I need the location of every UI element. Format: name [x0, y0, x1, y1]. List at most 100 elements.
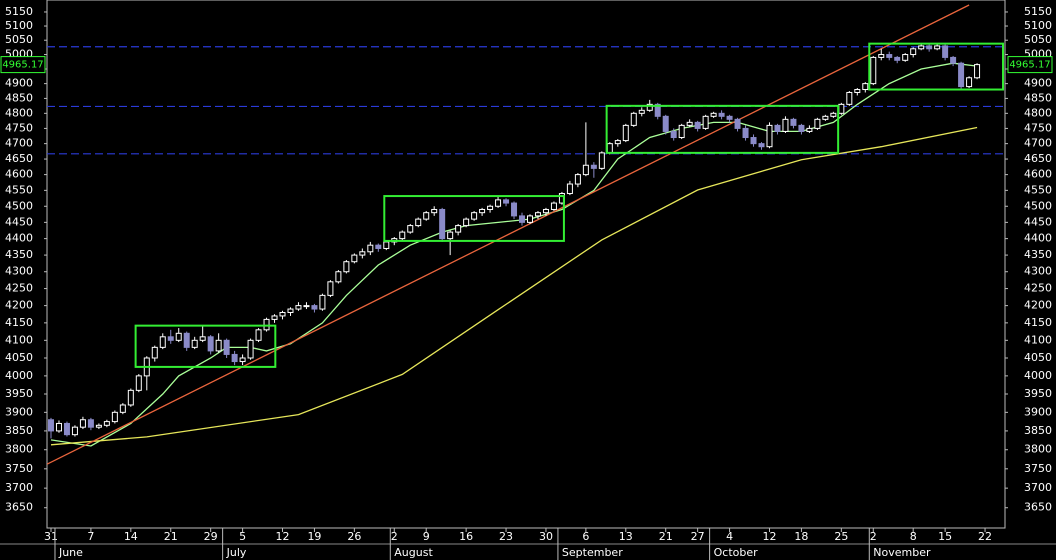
candle-body: [287, 308, 294, 313]
x-tick-label: 25: [834, 530, 848, 543]
y-tick-label: 4350: [1024, 248, 1052, 261]
y-tick-label: 4450: [1024, 215, 1052, 228]
x-tick-label: 19: [307, 530, 321, 543]
candle-body: [479, 208, 486, 214]
candle-body: [566, 183, 573, 195]
indicator-line: [50, 62, 978, 447]
candle-body: [431, 208, 438, 214]
y-tick-label: 3850: [5, 424, 33, 437]
x-tick-label: 14: [124, 530, 138, 543]
candle-body: [519, 215, 526, 223]
x-tick-label: 26: [347, 530, 361, 543]
candle-body: [231, 353, 238, 363]
x-tick-label: 15: [938, 530, 952, 543]
candle-body: [638, 109, 645, 114]
candle-body: [71, 426, 78, 436]
candle-body: [758, 143, 765, 148]
range-box: [868, 42, 1005, 91]
y-tick-label: 4700: [1024, 137, 1052, 150]
candle-body: [902, 54, 909, 61]
y-tick-label: 4750: [1024, 121, 1052, 134]
candle-body: [910, 48, 917, 56]
candle-body: [247, 339, 254, 359]
candle-body: [455, 225, 462, 233]
candle-body: [662, 115, 669, 132]
y-tick-label: 4850: [5, 91, 33, 104]
candle-body: [335, 271, 342, 283]
y-tick-label: 4250: [1024, 282, 1052, 295]
x-tick-label: 30: [539, 530, 553, 543]
y-tick-label: 4900: [1024, 77, 1052, 90]
candle-body: [223, 339, 230, 355]
candle-body: [878, 54, 885, 58]
candle-body: [319, 294, 326, 310]
month-label: October: [714, 546, 758, 559]
candle-body: [822, 115, 829, 120]
x-tick-label: 13: [619, 530, 633, 543]
candle-body: [167, 336, 174, 341]
y-tick-label: 4200: [1024, 299, 1052, 312]
y-tick-label: 4500: [5, 199, 33, 212]
candle-body: [423, 212, 430, 220]
candle-body: [207, 336, 214, 352]
range-box: [383, 195, 565, 242]
candle-body: [503, 199, 510, 204]
candle-body: [383, 241, 390, 249]
x-tick-label: 21: [659, 530, 673, 543]
candle-body: [175, 332, 182, 341]
candle-body: [934, 45, 941, 50]
range-box: [605, 104, 840, 154]
y-tick-label: 5050: [1024, 33, 1052, 46]
y-tick-label: 4000: [5, 369, 33, 382]
candle-body: [63, 422, 70, 436]
y-tick-label: 5100: [1024, 19, 1052, 32]
y-tick-label: 3800: [5, 443, 33, 456]
x-tick-label: 2: [391, 530, 398, 543]
candle-body: [135, 375, 142, 391]
y-tick-label: 3800: [1024, 443, 1052, 456]
y-tick-label: 4600: [5, 168, 33, 181]
y-tick-label: 4800: [5, 106, 33, 119]
candle-body: [183, 332, 190, 348]
candle-body: [614, 140, 621, 145]
candle-body: [790, 118, 797, 126]
candle-body: [239, 357, 246, 363]
x-tick-label: 22: [978, 530, 992, 543]
month-label: September: [562, 546, 623, 559]
y-tick-label: 4400: [1024, 232, 1052, 245]
candle-body: [574, 174, 581, 185]
y-tick-label: 3950: [5, 387, 33, 400]
y-tick-label: 4000: [1024, 369, 1052, 382]
candle-body: [646, 103, 653, 111]
candle-body: [894, 56, 901, 61]
candle-body: [950, 56, 957, 64]
candle-body: [918, 45, 925, 50]
last-price-box: [0, 56, 46, 74]
candle-body: [463, 218, 470, 227]
candle-body: [782, 118, 789, 132]
candle-body: [439, 208, 446, 240]
candle-body: [958, 62, 965, 88]
y-tick-label: 4800: [1024, 106, 1052, 119]
candle-body: [702, 115, 709, 129]
y-tick-label: 3950: [1024, 387, 1052, 400]
last-price-label: 4965.17: [1009, 60, 1050, 71]
y-tick-label: 4650: [1024, 152, 1052, 165]
y-tick-label: 5150: [5, 5, 33, 18]
candle-body: [471, 212, 478, 220]
last-price-label: 4965.17: [2, 60, 43, 71]
y-tick-label: 3900: [1024, 405, 1052, 418]
x-tick-label: 2: [870, 530, 877, 543]
candle-body: [55, 422, 62, 432]
candle-body: [742, 127, 749, 139]
x-tick-label: 27: [691, 530, 705, 543]
candle-body: [838, 103, 845, 114]
y-tick-label: 4550: [1024, 183, 1052, 196]
y-tick-label: 4650: [5, 152, 33, 165]
candle-body: [367, 244, 374, 253]
candle-body: [582, 164, 589, 176]
y-tick-label: 4450: [5, 215, 33, 228]
candle-body: [399, 231, 406, 240]
